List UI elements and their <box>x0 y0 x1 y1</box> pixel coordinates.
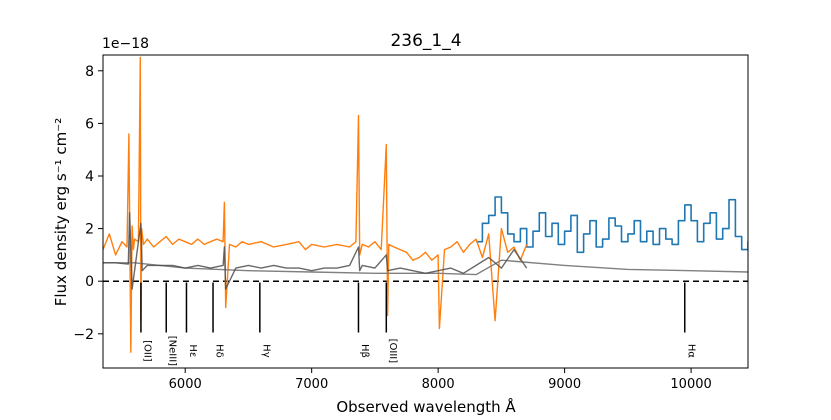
line-label-6: [OIII] <box>387 339 398 364</box>
series-2-line <box>103 212 528 290</box>
series-1-line <box>476 196 748 254</box>
plot-area <box>103 56 748 353</box>
series-3-line <box>103 259 748 276</box>
y-tick-label-1: 0 <box>85 274 94 290</box>
emission-line-markers: [OII] [NeIII] Hε Hδ Hγ Hβ [OIII] Hα <box>140 282 696 366</box>
y-axis-label: Flux density erg s⁻¹ cm⁻² <box>52 118 70 306</box>
x-tick-label-3: 9000 <box>548 377 581 392</box>
y-tick-label-2: 2 <box>85 222 94 238</box>
line-label-2: Hε <box>187 344 198 357</box>
y-tick-label-5: 8 <box>85 64 94 80</box>
x-tick-label-4: 10000 <box>670 377 711 392</box>
line-label-7: Hα <box>685 344 696 359</box>
line-label-5: Hβ <box>359 344 370 358</box>
plot-frame <box>102 54 749 369</box>
y-multiplier: 1e−18 <box>102 36 149 52</box>
x-tick-label-1: 7000 <box>295 377 328 392</box>
x-tick-label-0: 6000 <box>169 377 202 392</box>
x-axis-label: Observed wavelength Å <box>336 397 516 416</box>
line-label-4: Hγ <box>260 344 271 358</box>
series-0-line <box>103 56 528 353</box>
chart-title: 236_1_4 <box>390 31 461 51</box>
y-tick-label-4: 6 <box>85 116 94 132</box>
plot-axes: 6000 7000 8000 9000 10000 −2 0 2 4 6 8 <box>73 54 749 392</box>
line-label-3: Hδ <box>214 344 225 358</box>
plot-data-layer <box>103 56 748 353</box>
y-tick-label-3: 4 <box>85 169 94 185</box>
y-tick-label-0: −2 <box>73 327 94 343</box>
x-tick-label-2: 8000 <box>422 377 455 392</box>
line-label-1: [NeIII] <box>167 336 178 366</box>
line-label-0: [OII] <box>141 340 152 362</box>
